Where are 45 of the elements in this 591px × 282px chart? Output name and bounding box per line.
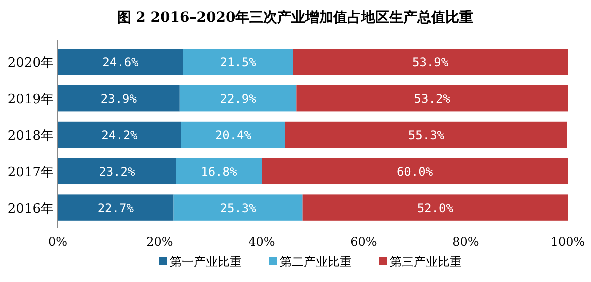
- data-label: 22.7%: [98, 201, 135, 216]
- bar: [302, 194, 568, 221]
- legend-label: 第二产业比重: [280, 255, 352, 269]
- bar: [181, 122, 286, 148]
- data-label: 53.9%: [412, 56, 450, 70]
- bar: [58, 194, 174, 221]
- y-tick-label: 2016年: [8, 202, 54, 217]
- bar: [296, 85, 568, 112]
- data-label: 22.9%: [220, 92, 258, 106]
- legend-label: 第一产业比重: [170, 255, 242, 269]
- y-tick-label: 2019年: [8, 92, 54, 108]
- bar: [176, 158, 262, 185]
- y-tick-label: 2020年: [8, 56, 54, 72]
- data-label: 16.8%: [201, 164, 238, 179]
- bar: [58, 122, 182, 148]
- data-label: 55.3%: [408, 128, 446, 142]
- y-tick-label: 2017年: [8, 165, 54, 180]
- bar: [293, 49, 568, 76]
- bar: [58, 158, 176, 185]
- bar: [285, 122, 568, 148]
- bar: [262, 158, 568, 185]
- data-label: 23.2%: [99, 164, 136, 179]
- data-label: 20.4%: [215, 128, 252, 142]
- bar: [58, 85, 180, 112]
- x-tick-label: 40%: [248, 235, 276, 249]
- bar: [58, 49, 184, 76]
- data-label: 23.9%: [100, 92, 138, 106]
- bar: [180, 85, 297, 112]
- y-tick-label: 2018年: [8, 129, 54, 144]
- chart-title: 图 2 2016–2020年三次产业增加值占地区生产总值比重: [117, 9, 474, 26]
- x-tick-label: 60%: [350, 235, 378, 249]
- data-label: 21.5%: [220, 56, 258, 70]
- data-label: 25.3%: [220, 201, 258, 216]
- data-label: 60.0%: [396, 164, 434, 179]
- x-tick-label: 0%: [48, 235, 68, 249]
- x-tick-label: 20%: [146, 235, 174, 249]
- x-tick-label: 100%: [550, 235, 586, 249]
- bar: [183, 49, 294, 76]
- bar: [174, 194, 303, 221]
- data-label: 24.2%: [102, 128, 139, 142]
- data-label: 52.0%: [417, 201, 454, 216]
- data-label: 24.6%: [102, 56, 140, 70]
- data-label: 53.2%: [414, 92, 452, 106]
- legend-label: 第三产业比重: [390, 255, 462, 269]
- x-tick-label: 80%: [452, 235, 480, 249]
